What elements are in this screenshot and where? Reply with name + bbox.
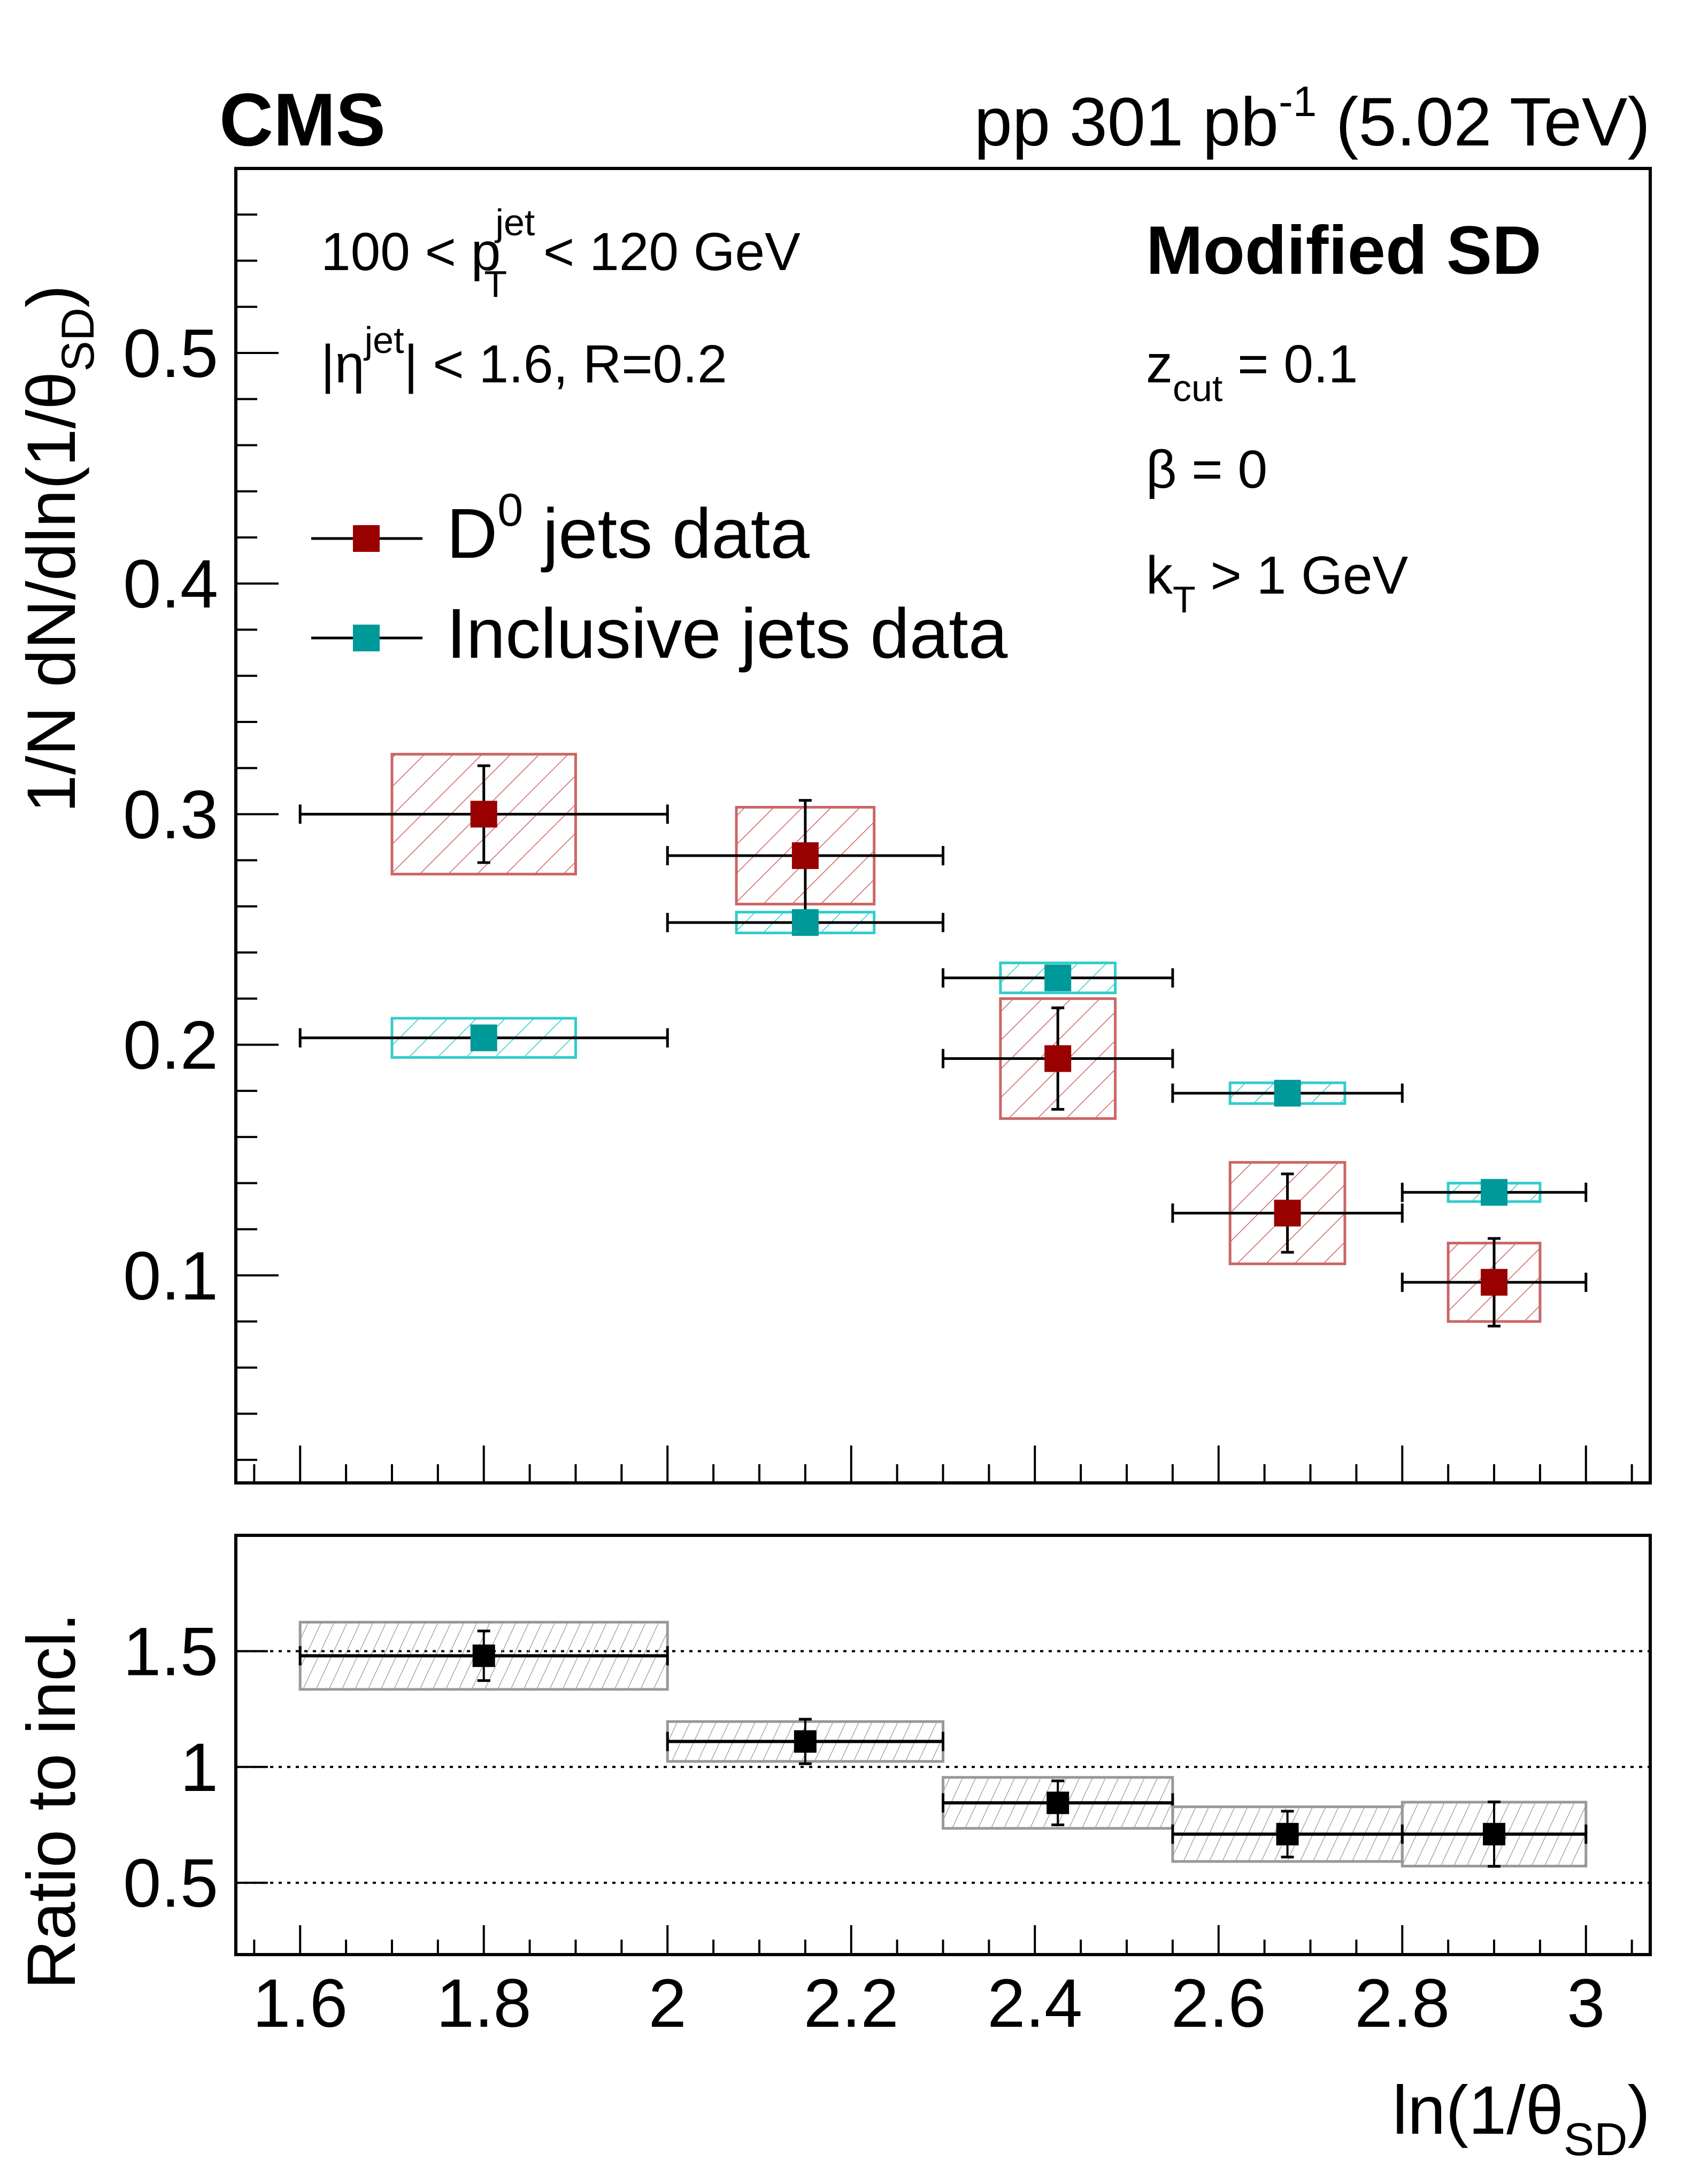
inclusive-marker	[1044, 964, 1072, 991]
inclusive-marker	[1274, 1080, 1301, 1107]
x-tick-label: 1.8	[436, 1965, 532, 2042]
eta-range-label: |ηjet| < 1.6, R=0.2	[321, 319, 727, 394]
eta-sup: jet	[364, 319, 404, 361]
d0-series	[298, 752, 1588, 1328]
kt-label: kT > 1 GeV	[1146, 545, 1409, 620]
ratio-marker	[1276, 1822, 1299, 1845]
main-y-tick-label: 0.1	[123, 1238, 218, 1314]
beta-label: β = 0	[1146, 440, 1267, 499]
lumi-label: pp 301 pb-1 (5.02 TeV)	[974, 78, 1650, 160]
legend-entry-inclusive: Inclusive jets data	[311, 594, 1008, 673]
d0-marker	[470, 801, 497, 828]
inclusive-marker	[791, 909, 819, 936]
d0-marker	[1044, 1045, 1072, 1072]
pt-prefix: 100 < p	[321, 222, 501, 282]
pt-sup: jet	[494, 202, 535, 243]
x-title-sub: SD	[1564, 2114, 1627, 2165]
pt-sub: T	[484, 263, 507, 305]
ratio-y-tick-label: 1.5	[123, 1614, 218, 1690]
ratio-series	[298, 1620, 1588, 1868]
ratio-marker	[1047, 1791, 1070, 1814]
ratio-y-tick-label: 1	[180, 1729, 218, 1806]
d0-marker	[791, 842, 819, 870]
inclusive-marker	[470, 1024, 497, 1051]
ratio-marker	[472, 1644, 495, 1667]
experiment-label: CMS	[219, 78, 386, 162]
inclusive-series	[298, 909, 1588, 1206]
kt-base: k	[1146, 545, 1173, 605]
ratio-plot-panel: 1.6 1.8 2 2.2 2.4 2.6 2.8 3 0.5 1 1.5	[123, 1534, 1652, 2042]
inclusive-marker	[1481, 1179, 1508, 1206]
legend-entry-d0: D0 jets data	[311, 485, 810, 573]
legend: D0 jets data Inclusive jets data	[311, 485, 1008, 673]
x-tick-label: 3	[1567, 1965, 1605, 2042]
legend-d0-base: D	[447, 494, 497, 573]
x-tick-label: 1.6	[252, 1965, 348, 2042]
eta-suffix: | < 1.6, R=0.2	[404, 334, 727, 394]
legend-incl-label: Inclusive jets data	[447, 594, 1008, 673]
x-tick-label: 2.6	[1171, 1965, 1266, 2042]
ratio-marker	[794, 1730, 817, 1753]
lumi-energy: (5.02 TeV)	[1317, 84, 1650, 160]
ratio-y-axis-title: Ratio to incl.	[13, 1613, 90, 1989]
lumi-main: pp 301 pb	[974, 84, 1279, 160]
lumi-sup: -1	[1279, 78, 1317, 125]
x-axis-title: ln(1/θSD)	[1392, 2072, 1650, 2165]
legend-d0-rest: jets data	[523, 494, 810, 573]
main-y-axis-title: 1/N dN/dln(1/θSD)	[13, 285, 104, 813]
zcut-suffix: = 0.1	[1222, 334, 1358, 394]
d0-marker	[1481, 1268, 1508, 1296]
x-tick-label: 2.2	[804, 1965, 899, 2042]
eta-prefix: |η	[321, 334, 365, 394]
x-tick-label: 2.4	[987, 1965, 1082, 2042]
main-plot-panel: 0.1 0.2 0.3 0.4 0.5	[123, 167, 1652, 1485]
main-y-sub: SD	[52, 307, 104, 371]
x-tick-label: 2.8	[1355, 1965, 1450, 2042]
zcut-base: z	[1146, 334, 1173, 394]
d0-marker	[1274, 1199, 1301, 1227]
main-y-tick-label: 0.4	[123, 546, 218, 622]
ratio-y-tick-label: 0.5	[123, 1845, 218, 1922]
kt-suffix: > 1 GeV	[1196, 545, 1409, 605]
kt-sub: T	[1173, 579, 1196, 620]
legend-d0-marker	[353, 525, 380, 552]
legend-d0-sup: 0	[497, 485, 523, 536]
x-tick-label: 2	[649, 1965, 687, 2042]
pt-suffix: < 120 GeV	[528, 222, 801, 282]
main-y-base: 1/N dN/dln(1/θ	[13, 372, 90, 813]
main-y-tick-label: 0.3	[123, 776, 218, 853]
grooming-title: Modified SD	[1146, 212, 1542, 289]
main-y-tick-label: 0.5	[123, 316, 218, 392]
main-y-suffix: )	[13, 285, 90, 308]
legend-d0-label: D0 jets data	[447, 485, 810, 573]
ratio-marker	[1483, 1822, 1506, 1845]
zcut-sub: cut	[1173, 367, 1222, 409]
x-title-base: ln(1/θ	[1392, 2072, 1564, 2149]
x-title-suffix: )	[1627, 2072, 1650, 2149]
pt-range-label: 100 < pjet T < 120 GeV	[321, 202, 801, 305]
zcut-label: zcut = 0.1	[1146, 334, 1358, 409]
legend-incl-marker	[353, 625, 380, 651]
main-y-tick-label: 0.2	[123, 1008, 218, 1084]
